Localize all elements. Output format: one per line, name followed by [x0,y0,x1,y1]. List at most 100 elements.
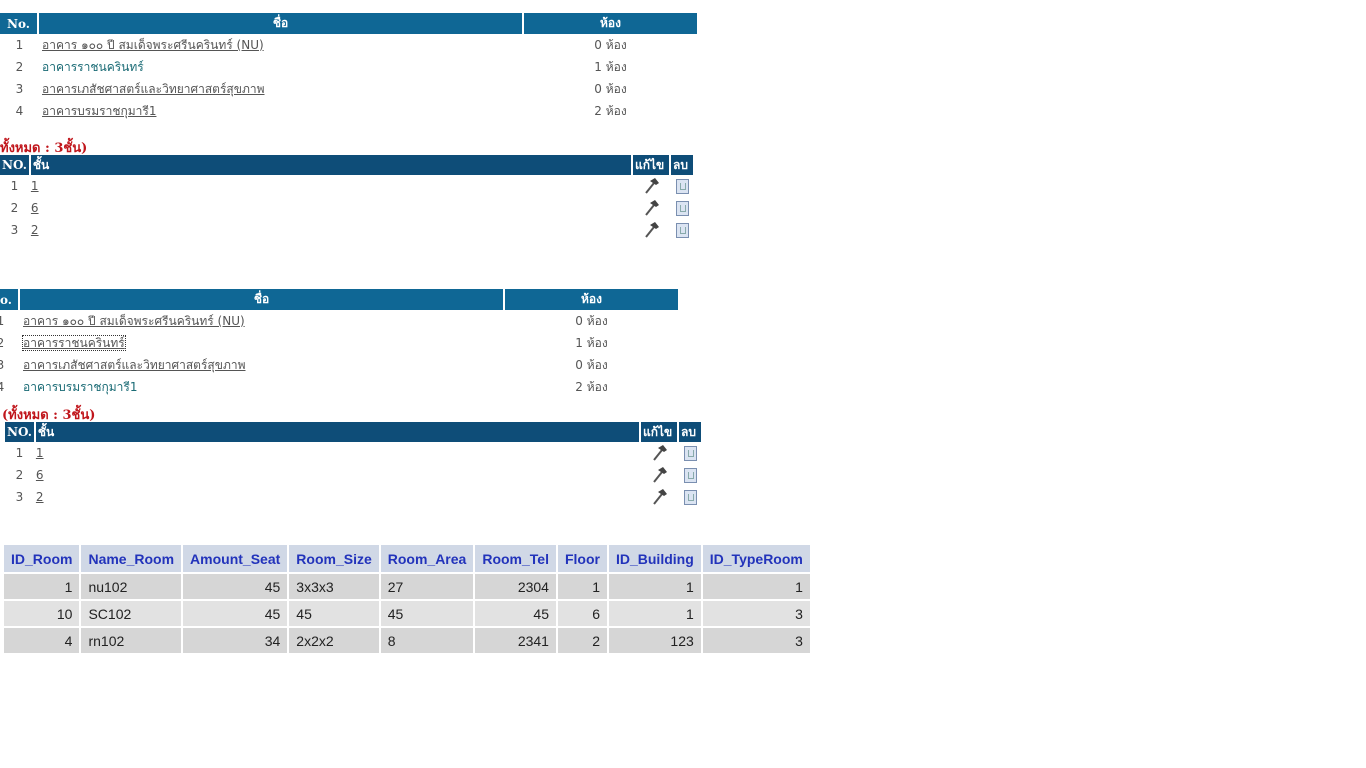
table-row: 4 rn102 34 2x2x2 8 2341 2 123 3 [4,628,810,653]
table-row: 1 1 [0,175,693,197]
header-no: NO. [5,422,34,442]
cell-id-typeroom: 1 [702,574,810,599]
building-link[interactable]: อาคารบรมราชกุมารี1 [42,103,157,118]
table-row: 3 2 [0,219,693,241]
building-link[interactable]: อาคารเภสัชศาสตร์และวิทยาศาสตร์สุขภาพ [23,357,246,372]
header-no: No. [0,13,39,34]
col-amount-seat: Amount_Seat [183,545,288,572]
building-table-header: No. ชื่อ ห้อง [0,13,697,34]
row-no: 2 [0,336,5,350]
edit-hammer-icon[interactable] [641,221,661,239]
row-no: 1 [0,314,5,328]
room-count: 0 ห้อง [575,313,608,328]
cell-id-building: 1 [608,601,701,626]
edit-hammer-icon[interactable] [649,444,669,462]
floor-total-label: ทั้งหมด : 3ชั้น) [0,141,88,156]
table-row: 3 2 [5,486,701,508]
floor-table-2: NO. ชั้น แก้ไข ลบ 1 1 2 6 3 2 [3,422,703,508]
cell-floor: 1 [557,574,607,599]
table-row: 2 อาคารราชนครินทร์ 1 ห้อง [0,56,697,78]
table-row: 4 อาคารบรมราชกุมารี1 2 ห้อง [0,100,697,122]
row-no: 3 [0,358,5,372]
building-link[interactable]: อาคารเภสัชศาสตร์และวิทยาศาสตร์สุขภาพ [42,81,265,96]
cell-room-area: 8 [380,628,474,653]
header-delete: ลบ [671,155,693,175]
row-no: 2 [15,60,24,74]
edit-hammer-icon[interactable] [641,177,661,195]
building-link[interactable]: อาคารบรมราชกุมารี1 [23,379,138,394]
cell-name-room: SC102 [81,601,182,626]
cell-room-area: 27 [380,574,474,599]
delete-icon[interactable] [683,467,697,483]
building-link[interactable]: อาคารราชนครินทร์ [42,59,144,74]
building-table-header: o. ชื่อ ห้อง [0,289,678,310]
delete-icon[interactable] [675,200,689,216]
cell-id-typeroom: 3 [702,601,810,626]
floor-link[interactable]: 1 [30,179,39,193]
cell-room-area: 45 [380,601,474,626]
cell-room-tel: 2341 [475,628,556,653]
floor-link[interactable]: 2 [30,223,39,237]
delete-icon[interactable] [675,222,689,238]
header-delete: ลบ [679,422,701,442]
room-count: 2 ห้อง [594,103,627,118]
cell-room-tel: 45 [475,601,556,626]
cell-amount-seat: 34 [183,628,288,653]
delete-icon[interactable] [683,445,697,461]
room-count: 1 ห้อง [594,59,627,74]
col-room-area: Room_Area [380,545,474,572]
floor-link[interactable]: 2 [35,490,44,504]
header-rooms: ห้อง [505,289,678,310]
table-row: 2 6 [5,464,701,486]
floor-table-header: NO. ชั้น แก้ไข ลบ [5,422,701,442]
table-row: 1 1 [5,442,701,464]
delete-icon[interactable] [683,489,697,505]
row-no: 2 [15,468,24,482]
building-link[interactable]: อาคาร ๑๐๐ ปี สมเด็จพระศรีนครินทร์ (NU) [42,37,264,52]
cell-amount-seat: 45 [183,601,288,626]
cell-id-typeroom: 3 [702,628,810,653]
header-rooms: ห้อง [524,13,697,34]
header-no: NO. [0,155,29,175]
cell-amount-seat: 45 [183,574,288,599]
cell-name-room: rn102 [81,628,182,653]
header-edit: แก้ไข [633,155,669,175]
edit-hammer-icon[interactable] [649,488,669,506]
room-count: 2 ห้อง [575,379,608,394]
table-row: 1 nu102 45 3x3x3 27 2304 1 1 1 [4,574,810,599]
table-row: 3 อาคารเภสัชศาสตร์และวิทยาศาสตร์สุขภาพ 0… [0,354,678,376]
cell-id-room: 1 [4,574,80,599]
table-row: 4 อาคารบรมราชกุมารี1 2 ห้อง [0,376,678,398]
floor-link[interactable]: 1 [35,446,44,460]
header-name: ชื่อ [39,13,524,34]
edit-hammer-icon[interactable] [649,466,669,484]
cell-id-room: 4 [4,628,80,653]
room-count: 0 ห้อง [594,37,627,52]
cell-id-room: 10 [4,601,80,626]
col-floor: Floor [557,545,607,572]
row-no: 1 [15,446,24,460]
edit-hammer-icon[interactable] [641,199,661,217]
room-data-table: ID_Room Name_Room Amount_Seat Room_Size … [2,543,812,655]
header-floor: ชั้น [30,155,631,175]
floor-link[interactable]: 6 [35,468,44,482]
table-row: 1 อาคาร ๑๐๐ ปี สมเด็จพระศรีนครินทร์ (NU)… [0,34,697,56]
col-id-room: ID_Room [4,545,80,572]
row-no: 1 [10,179,19,193]
cell-floor: 6 [557,601,607,626]
row-no: 4 [15,104,24,118]
room-count: 0 ห้อง [594,81,627,96]
building-link-focused[interactable]: อาคารราชนครินทร์ [22,334,126,351]
delete-icon[interactable] [675,178,689,194]
row-no: 1 [15,38,24,52]
col-room-size: Room_Size [289,545,379,572]
floor-link[interactable]: 6 [30,201,39,215]
table-row: 3 อาคารเภสัชศาสตร์และวิทยาศาสตร์สุขภาพ 0… [0,78,697,100]
cell-name-room: nu102 [81,574,182,599]
floor-total-label: (ทั้งหมด : 3ชั้น) [2,408,96,423]
col-room-tel: Room_Tel [475,545,556,572]
cell-room-size: 2x2x2 [289,628,379,653]
col-name-room: Name_Room [81,545,182,572]
table-row: 2 อาคารราชนครินทร์ 1 ห้อง [0,332,678,354]
building-link[interactable]: อาคาร ๑๐๐ ปี สมเด็จพระศรีนครินทร์ (NU) [23,313,245,328]
